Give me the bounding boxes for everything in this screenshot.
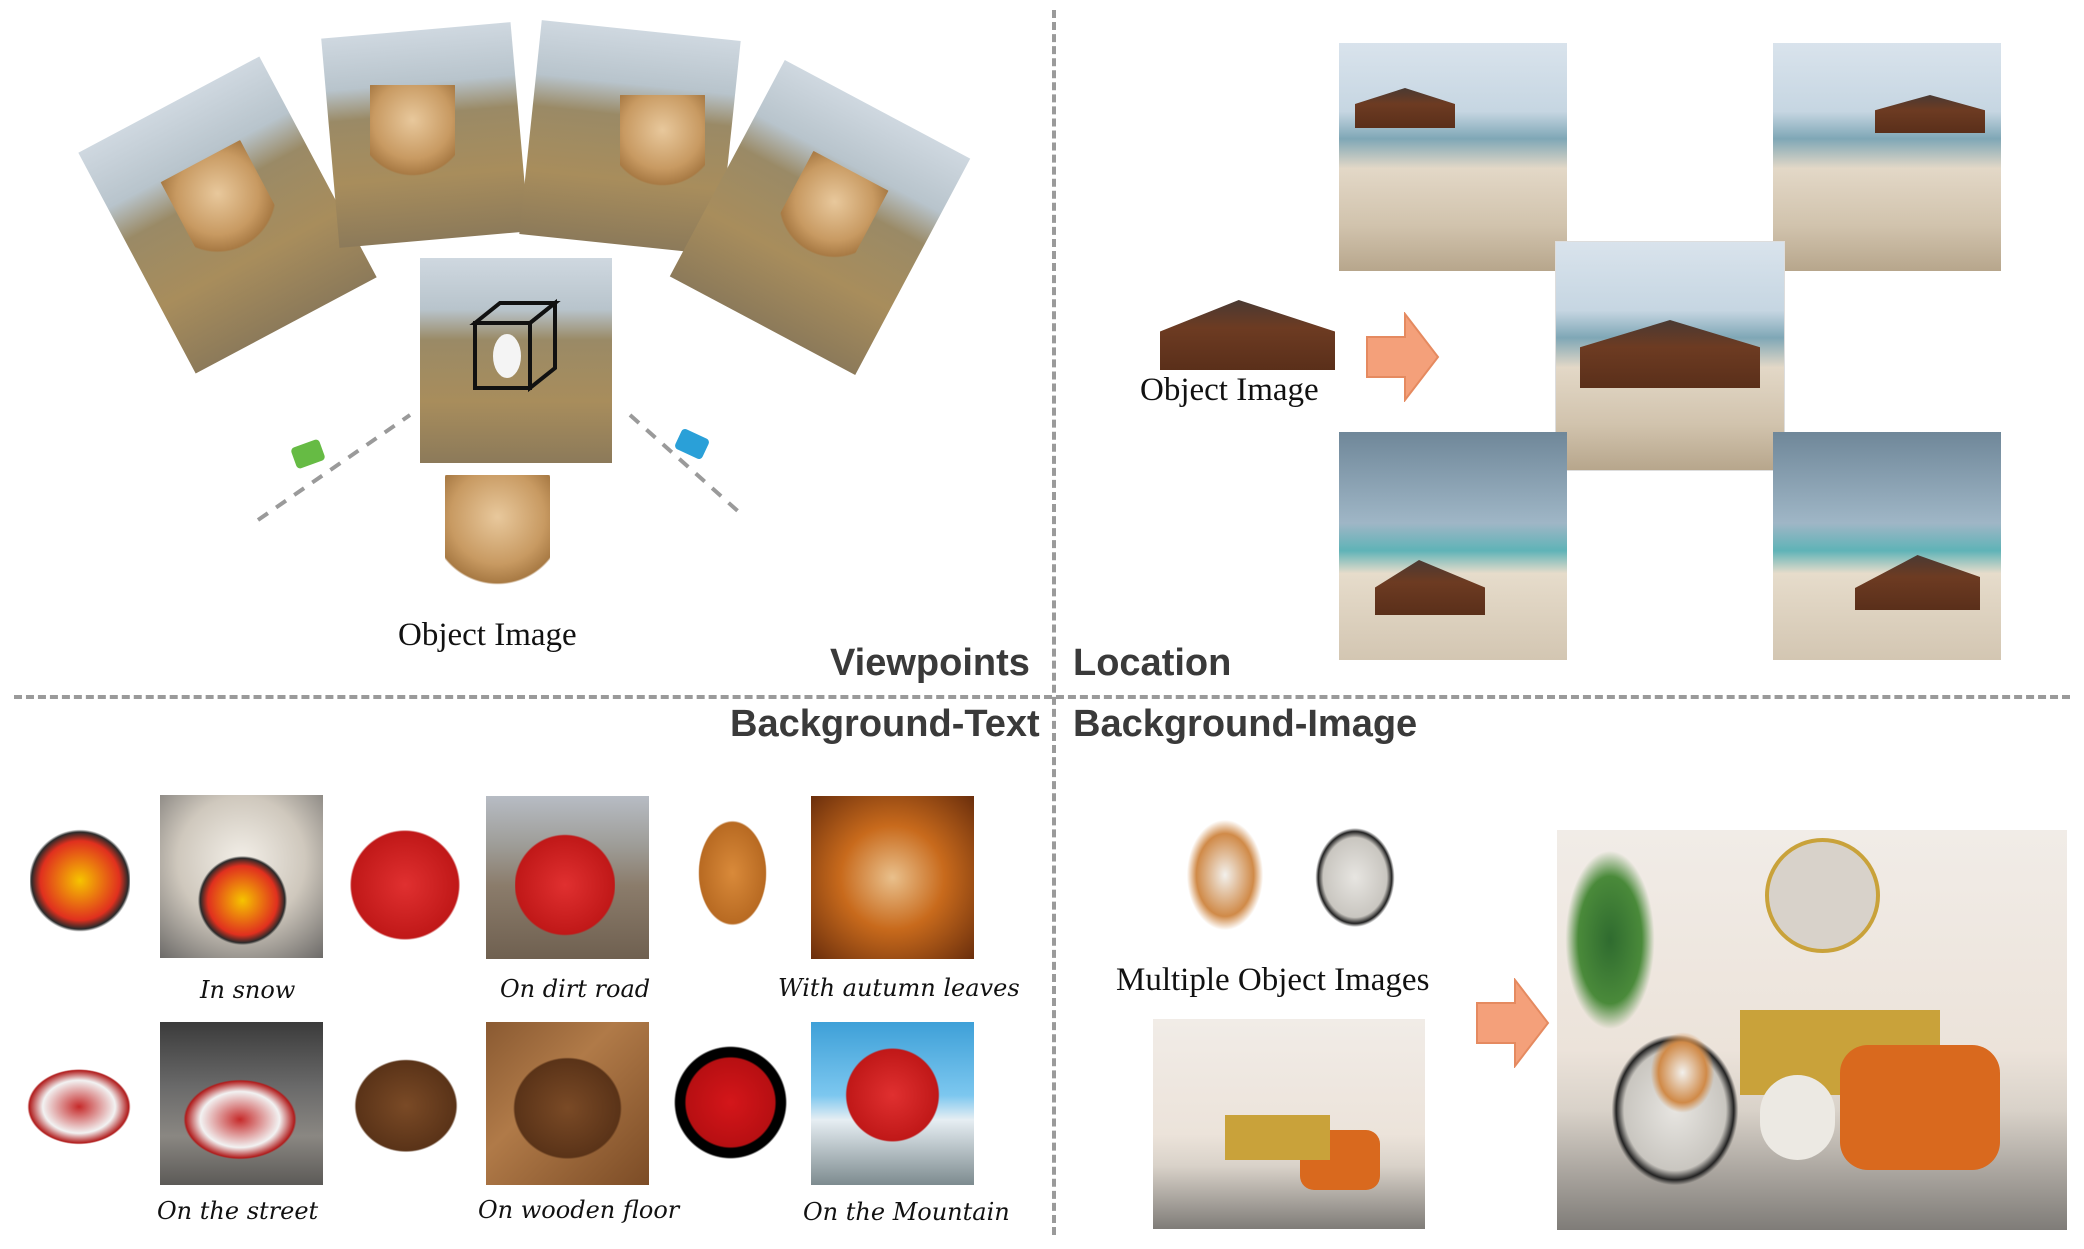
- vertical-divider: [1052, 10, 1056, 1235]
- object-red-toy: [350, 815, 460, 955]
- caption-in-snow: In snow: [200, 976, 296, 1004]
- section-title-background-text: Background-Text: [730, 703, 1040, 745]
- horizontal-divider: [14, 695, 2070, 699]
- cube-icon: [469, 298, 561, 393]
- result-room-orange-chair: [1840, 1045, 2000, 1170]
- caption-on-dirt-road: On dirt road: [500, 975, 651, 1003]
- object-corgi-dog: [1180, 810, 1270, 940]
- object-armchair: [1305, 815, 1405, 940]
- multiple-object-images-label: Multiple Object Images: [1116, 962, 1430, 998]
- background-room-cabinet: [1225, 1115, 1330, 1160]
- arrow-right-icon-background: [1476, 978, 1550, 1068]
- cake-on-wooden-floor: [500, 1045, 635, 1160]
- object-image-label-location: Object Image: [1140, 372, 1319, 408]
- location-image-4: [1773, 432, 2001, 660]
- caption-with-autumn-leaves: With autumn leaves: [778, 974, 1020, 1002]
- object-image-label-viewpoints: Object Image: [398, 617, 577, 653]
- section-title-location: Location: [1073, 642, 1232, 684]
- location-image-3: [1339, 432, 1567, 660]
- result-room-plant: [1565, 850, 1655, 1030]
- object-chocolate-cake: [342, 1048, 470, 1153]
- object-toy-car: [30, 808, 130, 940]
- caption-on-the-street: On the street: [157, 1197, 319, 1225]
- toy-car-in-snow: [195, 840, 290, 950]
- result-image-with-autumn-leaves: [811, 796, 974, 959]
- sneaker-on-the-street: [170, 1070, 310, 1160]
- caption-on-wooden-floor: On wooden floor: [478, 1196, 680, 1224]
- result-room-pouf: [1760, 1075, 1835, 1160]
- object-barn: [1160, 300, 1335, 370]
- camera-path-lines: [256, 413, 742, 522]
- red-toy-on-dirt-road: [515, 820, 615, 950]
- location-image-2: [1773, 43, 2001, 271]
- location-image-1: [1339, 43, 1567, 271]
- arrow-right-icon-location: [1366, 312, 1440, 402]
- section-title-background-image: Background-Image: [1073, 703, 1418, 745]
- object-red-devil-toy: [668, 1040, 793, 1165]
- section-title-viewpoints: Viewpoints: [830, 642, 1030, 684]
- result-room-corgi: [1645, 1025, 1720, 1120]
- object-teddy-bear: [445, 475, 550, 595]
- object-chow-dog: [690, 808, 775, 938]
- caption-on-the-mountain: On the Mountain: [803, 1198, 1010, 1226]
- object-sneaker: [15, 1060, 143, 1145]
- teddy-bear-view-3: [620, 95, 705, 195]
- teddy-bear-view-2: [370, 85, 455, 185]
- devil-on-the-mountain: [840, 1040, 945, 1150]
- result-room-mirror: [1765, 838, 1880, 953]
